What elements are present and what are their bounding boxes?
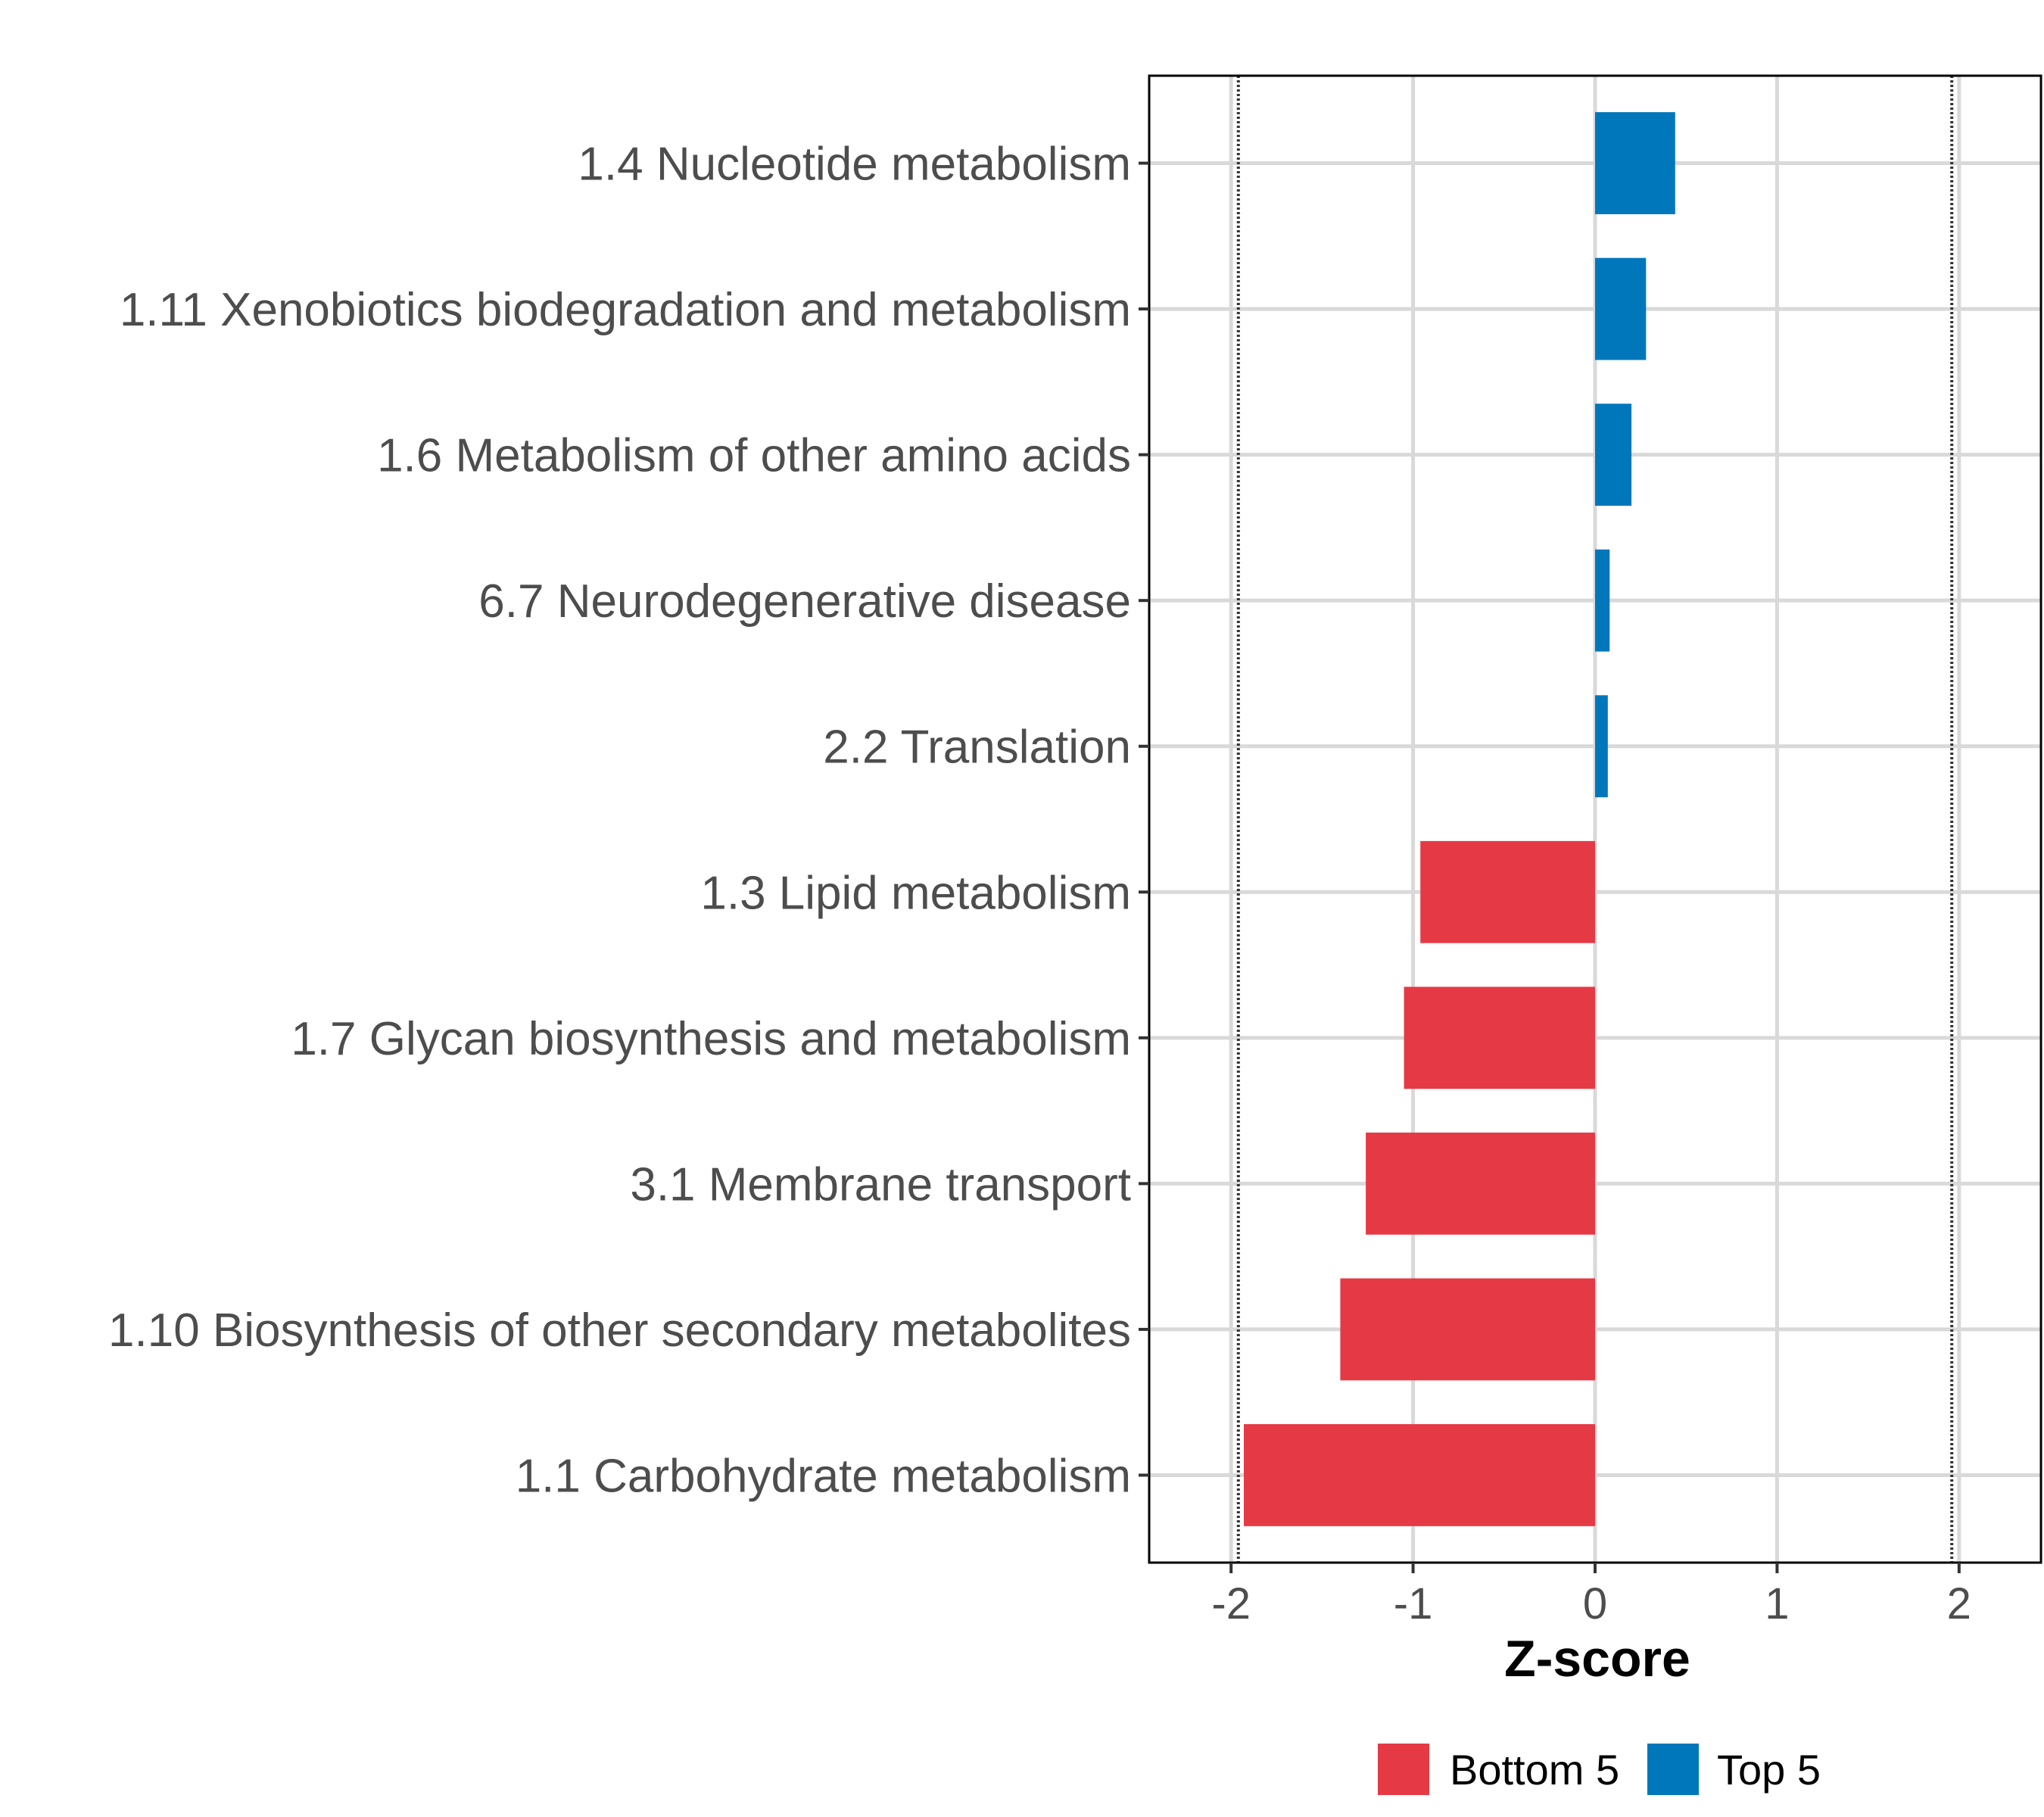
y-tick-label: 1.11 Xenobiotics biodegradation and meta… [120, 284, 1131, 336]
legend-key-top-5 [1647, 1744, 1699, 1795]
bar-1-4-nucleotide-metabolism [1595, 112, 1675, 214]
legend: Bottom 5 Top 5 [1378, 1744, 1821, 1795]
y-tick-label: 1.3 Lipid metabolism [700, 867, 1131, 919]
bar-1-11-xenobiotics-biodegradation-and-metabolism [1595, 257, 1647, 360]
y-axis: 1.4 Nucleotide metabolism 1.11 Xenobiotic… [108, 139, 1149, 1502]
y-tick-label: 2.2 Translation [823, 722, 1131, 774]
x-axis: -2 -1 0 1 2 [1211, 1563, 1971, 1628]
bar-layer [1244, 112, 1675, 1526]
y-tick-label: 6.7 Neurodegenerative disease [478, 575, 1131, 628]
x-tick-label: 1 [1765, 1579, 1789, 1628]
bar-3-1-membrane-transport [1366, 1132, 1595, 1235]
bar-1-6-metabolism-of-other-amino-acids [1595, 404, 1632, 506]
bar-1-3-lipid-metabolism [1420, 840, 1595, 943]
legend-label-bottom-5: Bottom 5 [1450, 1746, 1619, 1794]
x-axis-title: Z-score [1504, 1630, 1690, 1688]
bar-2-2-translation [1595, 695, 1608, 798]
x-tick-label: 2 [1947, 1579, 1971, 1628]
legend-label-top-5: Top 5 [1717, 1746, 1821, 1794]
y-tick-label: 1.7 Glycan biosynthesis and metabolism [291, 1013, 1131, 1065]
x-tick-label: -1 [1394, 1579, 1433, 1628]
y-tick-label: 3.1 Membrane transport [630, 1158, 1131, 1211]
x-tick-label: -2 [1211, 1579, 1251, 1628]
y-tick-label: 1.6 Metabolism of other amino acids [377, 430, 1131, 482]
bar-6-7-neurodegenerative-disease [1595, 549, 1610, 652]
bar-1-10-biosynthesis-of-other-secondary-metabolites [1340, 1278, 1595, 1381]
y-tick-label: 1.1 Carbohydrate metabolism [516, 1450, 1131, 1502]
x-tick-label: 0 [1583, 1579, 1607, 1628]
bar-1-7-glycan-biosynthesis-and-metabolism [1404, 986, 1595, 1089]
bar-1-1-carbohydrate-metabolism [1244, 1424, 1595, 1526]
y-tick-label: 1.10 Biosynthesis of other secondary met… [108, 1304, 1131, 1357]
y-tick-label: 1.4 Nucleotide metabolism [578, 139, 1131, 191]
legend-key-bottom-5 [1378, 1744, 1429, 1795]
